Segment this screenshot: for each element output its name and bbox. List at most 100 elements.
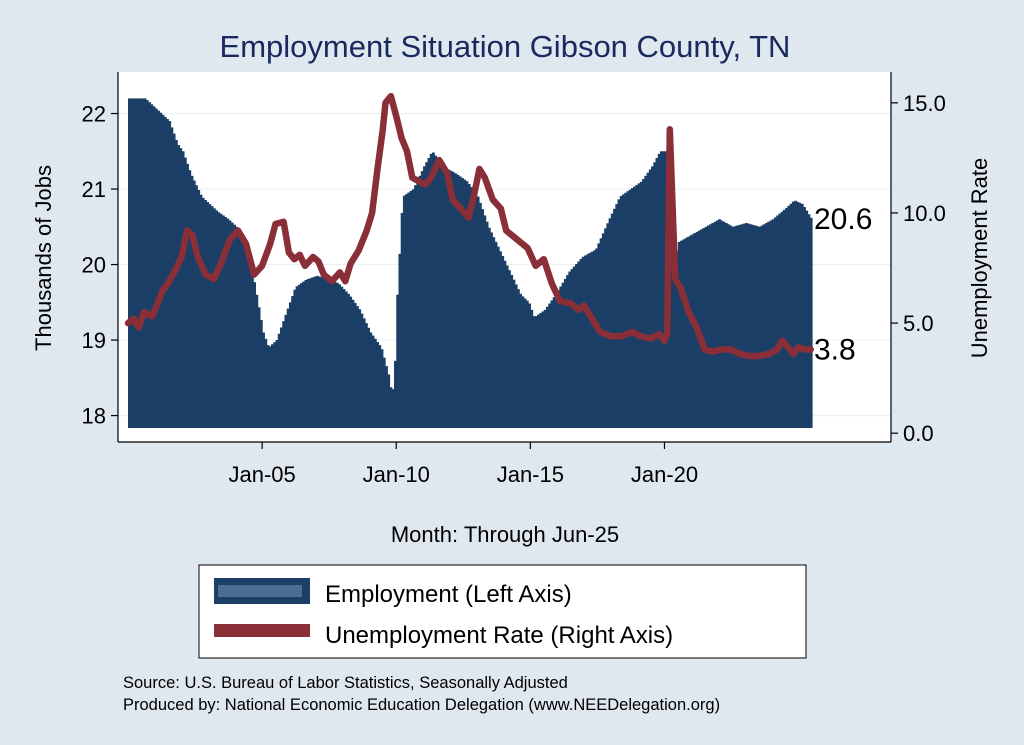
employment-bar: [141, 98, 145, 429]
employment-bar: [322, 277, 326, 428]
employment-bar: [642, 178, 645, 428]
employment-bar: [630, 188, 634, 428]
employment-bar: [364, 323, 368, 428]
employment-bar: [277, 333, 281, 428]
employment-bar: [306, 279, 310, 428]
left-axis-label: Thousands of Jobs: [31, 165, 56, 351]
employment-bar: [508, 270, 511, 428]
employment-bar: [660, 151, 663, 429]
employment-bar: [617, 199, 621, 428]
employment-bar: [425, 162, 429, 428]
employment-bar: [402, 195, 406, 428]
employment-bar: [273, 342, 277, 428]
employment-bar: [776, 215, 780, 428]
left-tick-label-4: 22: [82, 102, 106, 127]
employment-bar: [586, 254, 590, 428]
employment-bars: [128, 98, 813, 429]
left-tick-label-1: 19: [82, 328, 106, 353]
employment-bar: [579, 259, 583, 428]
employment-bar: [765, 223, 768, 428]
right-axis-ticks: 0.0 5.0 10.0 15.0: [891, 91, 946, 446]
legend-label-unemployment: Unemployment Rate (Right Axis): [325, 622, 673, 649]
employment-bar: [434, 155, 438, 428]
employment-bar: [284, 314, 288, 428]
employment-bar: [427, 158, 431, 428]
employment-bar: [689, 235, 692, 428]
employment-bar: [143, 98, 147, 429]
left-axis-ticks: 18 19 20 21 22: [82, 102, 118, 429]
employment-bar: [255, 294, 259, 428]
legend-swatch-unemployment: [214, 624, 310, 637]
employment-bar: [490, 232, 493, 428]
employment-bar: [671, 236, 675, 428]
employment-bar: [244, 245, 248, 428]
employment-bar: [682, 239, 686, 428]
employment-bar: [736, 225, 739, 428]
employment-bar: [407, 192, 411, 428]
employment-bar: [320, 277, 324, 428]
employment-bar: [326, 279, 330, 428]
legend: Employment (Left Axis) Unemployment Rate…: [198, 564, 807, 659]
employment-bar: [130, 98, 134, 429]
employment-bar: [575, 264, 578, 428]
employment-bar: [700, 229, 704, 428]
employment-bar: [778, 213, 782, 428]
employment-bar: [534, 316, 538, 428]
employment-bar: [358, 309, 362, 428]
employment-bar: [805, 210, 809, 428]
employment-bar: [675, 251, 679, 428]
left-tick-label-3: 21: [82, 177, 106, 202]
employment-bar: [271, 344, 274, 428]
employment-bar: [581, 256, 585, 428]
employment-bar: [186, 163, 189, 428]
employment-bar: [174, 139, 178, 428]
employment-bar: [291, 296, 295, 428]
employment-bar: [440, 165, 444, 428]
employment-bar: [313, 276, 317, 428]
employment-bar: [720, 220, 724, 428]
employment-bar: [438, 161, 442, 429]
employment-bar: [224, 217, 227, 428]
employment-bar: [747, 223, 751, 428]
employment-bar: [206, 202, 210, 428]
employment-bar: [744, 223, 748, 428]
chart-title: Employment Situation Gibson County, TN: [220, 29, 791, 64]
unemployment-end-label: 3.8: [814, 334, 856, 367]
employment-bar: [769, 220, 773, 428]
employment-bar: [470, 187, 473, 428]
employment-bar: [391, 389, 395, 428]
employment-bar: [177, 144, 181, 429]
employment-bar: [782, 209, 786, 428]
employment-bar: [548, 303, 552, 428]
employment-bar: [613, 208, 616, 428]
employment-bar: [633, 186, 637, 428]
employment-bar: [145, 100, 149, 429]
axes: [117, 72, 892, 443]
employment-bar: [677, 241, 681, 428]
employment-bar: [445, 168, 449, 428]
employment-bar: [691, 234, 695, 428]
employment-bar: [519, 293, 523, 428]
employment-bar: [485, 221, 489, 428]
employment-bar: [414, 185, 417, 428]
employment-bar: [803, 207, 806, 428]
employment-bar: [543, 309, 547, 428]
employment-bar: [454, 173, 458, 428]
employment-bar: [492, 237, 496, 428]
employment-bar: [418, 175, 422, 428]
employment-bar: [608, 218, 612, 428]
employment-bar: [550, 300, 554, 428]
employment-bar: [259, 319, 263, 428]
employment-bar: [740, 224, 744, 428]
employment-bar: [179, 148, 183, 428]
employment-bar: [588, 252, 592, 428]
employment-bar: [280, 327, 283, 428]
employment-bar: [648, 169, 652, 428]
employment-bar: [724, 223, 728, 428]
employment-bar: [432, 152, 435, 429]
right-tick-label-1: 5.0: [903, 311, 934, 336]
employment-bar: [791, 201, 795, 428]
employment-bar: [566, 275, 569, 428]
employment-bar: [190, 175, 194, 428]
x-axis-ticks: Jan-05 Jan-10 Jan-15 Jan-20: [228, 442, 698, 487]
